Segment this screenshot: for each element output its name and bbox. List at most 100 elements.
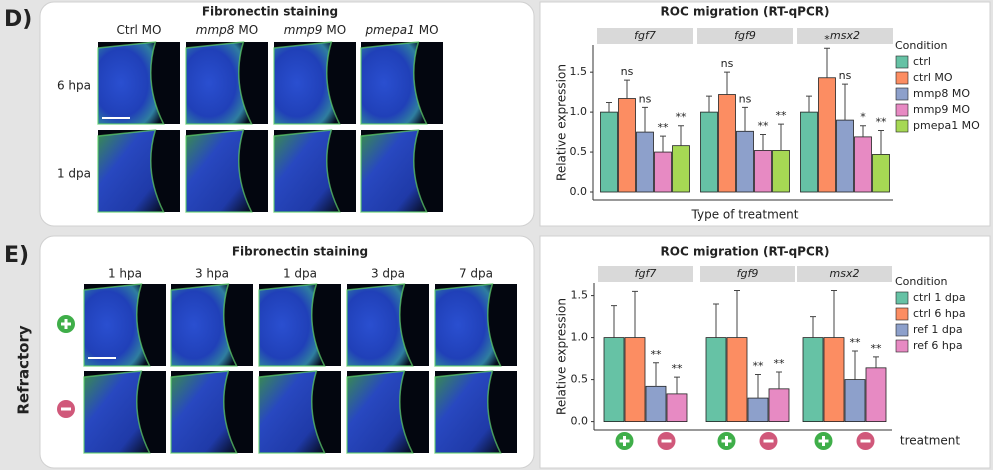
legend-swatch xyxy=(895,71,909,85)
column-header-part: Ctrl MO xyxy=(117,23,162,37)
bar xyxy=(726,337,748,423)
chart-title: ROC migration (RT-qPCR) xyxy=(661,5,830,19)
tissue xyxy=(346,283,414,367)
bar xyxy=(666,393,688,423)
column-header: 1 hpa xyxy=(108,267,142,281)
bar xyxy=(672,145,690,193)
bar xyxy=(802,337,824,423)
facet-strip xyxy=(697,28,793,44)
legend-swatch xyxy=(895,119,909,133)
bar xyxy=(624,337,646,423)
tissue xyxy=(83,370,151,454)
significance: ns xyxy=(621,65,634,78)
y-tick-label: 1.5 xyxy=(571,289,589,302)
legend-label: mmp8 MO xyxy=(913,87,970,100)
legend-label: ctrl 6 hpa xyxy=(913,307,966,320)
panel-label: D) xyxy=(4,7,32,32)
significance: ** xyxy=(850,336,862,349)
column-header-part: MO xyxy=(326,23,346,37)
legend-label: ref 1 dpa xyxy=(913,323,963,336)
y-tick-label: 0.5 xyxy=(571,373,589,386)
legend-swatch xyxy=(895,55,909,69)
bar xyxy=(772,150,790,193)
error-bar xyxy=(724,71,730,95)
tissue xyxy=(83,283,151,367)
legend-swatch xyxy=(895,103,909,117)
facet-label: fgf9 xyxy=(734,29,756,42)
bar xyxy=(736,130,754,193)
bar xyxy=(754,150,772,193)
error-bar xyxy=(760,133,766,151)
facet-strip xyxy=(797,266,892,282)
significance: * xyxy=(860,111,866,124)
column-header: pmepa1 MO xyxy=(364,23,438,37)
bar xyxy=(836,119,854,193)
tissue xyxy=(360,41,428,125)
bar xyxy=(823,337,845,423)
error-bar xyxy=(624,79,630,99)
bar xyxy=(854,136,872,193)
facet-label: msx2 xyxy=(830,267,860,280)
tissue xyxy=(360,129,428,213)
error-bar xyxy=(842,83,848,121)
tissue xyxy=(346,370,414,454)
error-bar xyxy=(878,129,884,155)
error-bar xyxy=(713,303,719,338)
tissue xyxy=(185,129,253,213)
significance: ** xyxy=(758,119,770,132)
column-header-part: mmp9 xyxy=(284,23,323,37)
legend-title: Condition xyxy=(895,275,948,288)
y-tick-label: 0.0 xyxy=(571,415,589,428)
column-header: 3 hpa xyxy=(195,267,229,281)
bar xyxy=(600,111,618,193)
bar xyxy=(618,98,636,193)
error-bar xyxy=(706,95,712,113)
legend-label: mmp9 MO xyxy=(913,103,970,116)
bar xyxy=(718,94,736,193)
column-header: mmp8 MO xyxy=(196,23,258,37)
error-bar xyxy=(873,356,879,368)
bar xyxy=(844,379,866,423)
error-bar xyxy=(810,316,816,338)
facet-label: msx2 xyxy=(830,29,860,42)
error-bar xyxy=(776,371,782,389)
legend-swatch xyxy=(895,291,909,305)
column-header: 3 dpa xyxy=(371,267,405,281)
y-tick-label: 1.5 xyxy=(570,65,588,78)
significance: ** xyxy=(774,357,786,370)
y-tick-label: 1.0 xyxy=(570,105,588,118)
significance: ns xyxy=(639,92,652,105)
bar xyxy=(818,77,836,193)
bar xyxy=(603,337,625,423)
y-tick-label: 0.5 xyxy=(570,145,588,158)
bar xyxy=(768,388,790,422)
significance: ** xyxy=(876,115,888,128)
facet-strip xyxy=(797,28,893,44)
error-bar xyxy=(852,350,858,380)
y-tick-label: 1.0 xyxy=(571,331,589,344)
error-bar xyxy=(860,125,866,137)
significance: ** xyxy=(776,109,788,122)
error-bar xyxy=(806,95,812,113)
row-label: 6 hpa xyxy=(57,79,91,93)
legend-label: ctrl xyxy=(913,55,931,68)
error-bar xyxy=(742,106,748,132)
legend-label: ctrl MO xyxy=(913,71,953,84)
error-bar xyxy=(653,362,659,387)
x-axis-label: Type of treatment xyxy=(691,208,799,222)
tissue xyxy=(258,283,326,367)
error-bar xyxy=(660,135,666,153)
facet-strip xyxy=(700,266,795,282)
column-header-part: MO xyxy=(238,23,258,37)
tissue xyxy=(185,41,253,125)
bar xyxy=(645,385,667,423)
tissue xyxy=(97,41,165,125)
column-header: 7 dpa xyxy=(459,267,493,281)
error-bar xyxy=(824,47,830,78)
facet-label: fgf9 xyxy=(737,267,759,280)
significance: ns xyxy=(721,57,734,70)
error-bar xyxy=(778,123,784,151)
significance: ** xyxy=(651,348,663,361)
facet-label: fgf7 xyxy=(634,29,656,42)
